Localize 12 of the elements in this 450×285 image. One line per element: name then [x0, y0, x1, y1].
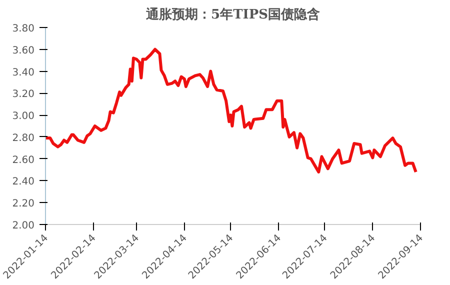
y-tick-label: 2.60: [12, 154, 34, 166]
y-tick-label: 2.40: [12, 176, 34, 188]
y-tick-label: 3.40: [12, 67, 34, 78]
line-series: [46, 48, 418, 174]
y-tick-label: 3.20: [12, 89, 34, 100]
y-tick-label: 3.80: [12, 24, 34, 34]
y-tick-label: 2.00: [12, 220, 34, 232]
y-tick-label: 3.60: [12, 45, 34, 56]
y-tick-label: 3.00: [12, 111, 34, 122]
y-tick-label: 2.80: [12, 132, 34, 144]
y-tick-label: 2.20: [12, 198, 34, 210]
chart-title: 通胀预期：5年TIPS国债隐含: [145, 6, 320, 22]
